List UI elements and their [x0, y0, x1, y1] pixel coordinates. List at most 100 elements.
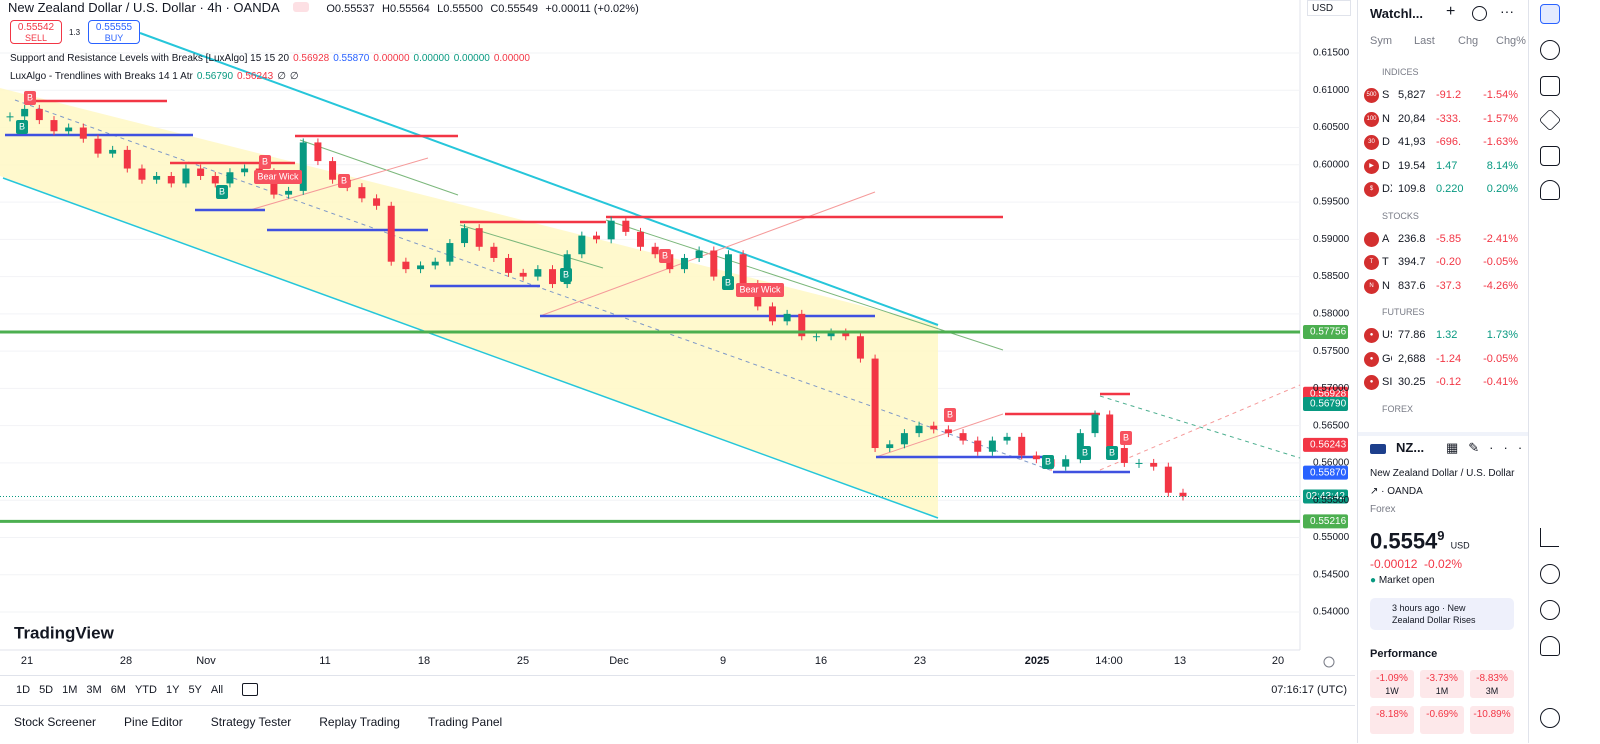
- candle: [871, 358, 879, 449]
- add-icon[interactable]: +: [1446, 3, 1456, 20]
- last: 30.25: [1398, 376, 1426, 388]
- tab[interactable]: Stock Screener: [14, 715, 97, 729]
- range-button[interactable]: 5Y: [188, 684, 202, 696]
- notes-tool[interactable]: [1540, 76, 1560, 96]
- sell-marker-label: B: [27, 92, 33, 102]
- drawing-tool[interactable]: [1540, 528, 1559, 547]
- range-button[interactable]: YTD: [134, 684, 157, 696]
- watchlist-title[interactable]: Watchl...: [1370, 6, 1423, 21]
- layers-tool[interactable]: [1538, 108, 1562, 132]
- tab[interactable]: Trading Panel: [427, 715, 503, 729]
- candle: [900, 433, 908, 445]
- candle: [1150, 462, 1158, 467]
- ohlc: L0.55500: [437, 3, 483, 15]
- time-label: 23: [914, 655, 926, 667]
- candle: [373, 198, 381, 206]
- watchlist-row[interactable]: $DX 109.8 0.220 0.20%: [1358, 178, 1528, 201]
- candle: [886, 444, 894, 449]
- watchlist-row[interactable]: 100 N 20,84 -333. -1.57%: [1358, 108, 1528, 131]
- watchlist-row[interactable]: 30 D 41,93 -696. -1.63%: [1358, 131, 1528, 154]
- change: -1.24: [1436, 352, 1462, 365]
- chat-tool[interactable]: [1540, 146, 1560, 166]
- alerts-tool[interactable]: [1540, 40, 1560, 60]
- tab[interactable]: Pine Editor: [124, 715, 183, 729]
- performance-period: 3M: [1485, 686, 1499, 696]
- watchlist-row[interactable]: ▶ D 19.54 1.47 8.14%: [1358, 155, 1528, 178]
- watchlist-icon[interactable]: [1472, 6, 1487, 21]
- candle: [622, 220, 630, 232]
- candle: [593, 235, 600, 240]
- candle: [1003, 436, 1011, 441]
- watchlist-row[interactable]: ●SIL 30.25 -0.12 -0.41%: [1358, 371, 1528, 394]
- bell-tool[interactable]: [1540, 636, 1560, 656]
- candle: [65, 127, 73, 132]
- price-last-digit: 9: [1437, 528, 1445, 543]
- candle: [446, 243, 454, 262]
- symbol-icon: ▶: [1364, 158, 1379, 174]
- change-pct: -0.05%: [1483, 256, 1518, 268]
- currency-select[interactable]: USD: [1307, 0, 1351, 16]
- range-button[interactable]: 5D: [39, 684, 54, 696]
- settings-icon[interactable]: [1323, 656, 1335, 668]
- sell-marker: [659, 249, 671, 263]
- status-text: Market open: [1378, 575, 1435, 586]
- sell-button[interactable]: 0.55542 SELL: [10, 20, 62, 44]
- buy-button[interactable]: 0.55555 BUY: [88, 20, 140, 44]
- y-tick-label: 0.57500: [1313, 346, 1350, 357]
- y-tick-label: 0.59000: [1313, 234, 1350, 245]
- watchlist-row[interactable]: T T 394.7 -0.20 -0.05%: [1358, 251, 1528, 274]
- date-range-icon[interactable]: [242, 683, 259, 697]
- y-tick-label: 0.58500: [1313, 271, 1350, 282]
- watchlist-row[interactable]: N N 837.6 -37.3 -4.26%: [1358, 275, 1528, 298]
- detail-exchange-row: ↗ · OANDA: [1370, 486, 1423, 497]
- range-button[interactable]: 1D: [16, 684, 31, 696]
- candle: [710, 250, 718, 277]
- indicator-legend: Support and Resistance Levels with Break…: [10, 53, 530, 64]
- watchlist-row[interactable]: A 236.8 -5.85 -2.41%: [1358, 228, 1528, 251]
- help-tool[interactable]: [1540, 708, 1560, 728]
- tab[interactable]: Strategy Tester: [210, 715, 292, 729]
- detail-icons[interactable]: ▦✎···: [1446, 440, 1533, 455]
- candle: [1179, 492, 1187, 497]
- sell-price: 0.55542: [17, 22, 55, 33]
- level-tag: [1303, 437, 1348, 452]
- candle: [1032, 455, 1040, 460]
- symbol: T: [1382, 256, 1389, 268]
- y-tick-label: 0.54500: [1313, 569, 1350, 580]
- watchlist-row[interactable]: 500 S 5,827 -91.2 -1.54%: [1358, 84, 1528, 107]
- range-button[interactable]: 3M: [86, 684, 102, 696]
- range-button[interactable]: 6M: [110, 684, 126, 696]
- time-axis: 21 28 Nov 11 18 25 Dec 9 16 23 2025 14:0…: [21, 655, 1284, 667]
- change: -91.2: [1436, 89, 1462, 101]
- buy-marker-label: B: [725, 277, 731, 287]
- buy-marker: [1079, 446, 1091, 460]
- sell-marker: [259, 155, 271, 169]
- watchlist-tool[interactable]: [1540, 4, 1560, 24]
- bottom-tabs: Stock Screener Pine Editor Strategy Tester…: [0, 705, 1355, 744]
- watchlist-row[interactable]: ●US 77.86 1.32 1.73%: [1358, 324, 1528, 347]
- candle: [636, 231, 644, 247]
- change: 0.220: [1436, 183, 1464, 195]
- price-main: 0.5554: [1370, 528, 1438, 554]
- tab[interactable]: Replay Trading: [319, 715, 400, 729]
- more-icon[interactable]: ···: [1500, 3, 1514, 19]
- indicator-value: 0.56790: [196, 71, 234, 82]
- target-tool[interactable]: [1540, 564, 1560, 584]
- trend-line: [875, 413, 1004, 458]
- watchlist-row[interactable]: ●GC 2,688 -1.24 -0.05%: [1358, 348, 1528, 371]
- range-button[interactable]: 1M: [62, 684, 78, 696]
- news-card[interactable]: 3 hours ago · New Zealand Dollar Rises: [1370, 598, 1514, 630]
- notifications-tool[interactable]: [1540, 180, 1560, 200]
- range-button[interactable]: All: [210, 684, 224, 696]
- trend-line: [539, 191, 876, 317]
- last: 2,688: [1398, 352, 1426, 365]
- performance-value: -10.89%: [1473, 709, 1511, 720]
- annotation: Bear Wick: [739, 284, 781, 294]
- ohlc: H0.55564: [382, 3, 430, 15]
- y-tick-label: 0.61500: [1313, 48, 1350, 59]
- range-button[interactable]: 1Y: [165, 684, 180, 696]
- section-header: INDICES: [1358, 62, 1528, 85]
- community-tool[interactable]: [1540, 600, 1560, 620]
- sell-marker-label: B: [1123, 432, 1129, 442]
- candle: [519, 272, 527, 277]
